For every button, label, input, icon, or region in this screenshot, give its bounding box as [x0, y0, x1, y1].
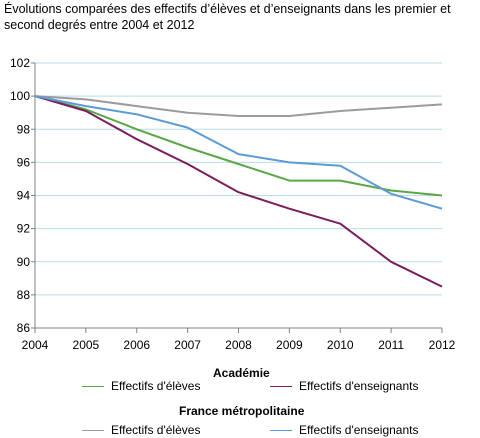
x-tick-label: 2009 — [276, 338, 303, 352]
y-tick-label: 98 — [17, 122, 31, 136]
x-tick-label: 2005 — [73, 338, 100, 352]
x-tick-label: 2006 — [123, 338, 150, 352]
series-line-france-m-tropolitaine-effectifs-d-enseignants — [34, 95, 443, 210]
series-line-acad-mie-effectifs-d-l-ves — [34, 95, 443, 197]
legend-swatch-academie-enseignants — [270, 385, 292, 387]
legend-item-academie-eleves: Effectifs d'élèves — [82, 379, 200, 393]
chart-title: Évolutions comparées des effectifs d’élè… — [4, 1, 480, 33]
series-line-acad-mie-effectifs-d-enseignants — [34, 95, 443, 288]
x-tick-label: 2004 — [22, 338, 49, 352]
legend-label-france-enseignants: Effectifs d'enseignants — [299, 423, 419, 437]
y-tick-label: 102 — [10, 56, 30, 70]
legend-heading-france: France métropolitaine — [179, 404, 305, 418]
legend-label-france-eleves: Effectifs d'élèves — [111, 423, 201, 437]
chart-title-line-1: Évolutions comparées des effectifs d’élè… — [4, 2, 451, 16]
y-tick-label: 86 — [17, 321, 31, 335]
x-tick-label: 2007 — [174, 338, 201, 352]
legend-item-france-enseignants: Effectifs d'enseignants — [270, 423, 418, 437]
x-tick-label: 2012 — [429, 338, 456, 352]
legend-label-academie-eleves: Effectifs d'élèves — [111, 379, 201, 393]
x-tick-label: 2010 — [327, 338, 354, 352]
line-chart: 86 88 90 92 94 96 98 100 102 2004 2005 2006 2007 2008… — [10, 56, 456, 352]
y-tick-label: 94 — [17, 189, 31, 203]
y-tick-label: 88 — [17, 288, 31, 302]
y-tick-label: 100 — [10, 89, 30, 103]
y-tick-label: 90 — [17, 255, 31, 269]
y-tick-label: 92 — [17, 222, 31, 236]
legend-item-academie-enseignants: Effectifs d'enseignants — [270, 379, 418, 393]
y-tick-label: 96 — [17, 155, 31, 169]
legend-swatch-france-eleves — [82, 429, 104, 431]
series-line-france-m-tropolitaine-effectifs-d-l-ves — [34, 95, 443, 117]
legend-swatch-france-enseignants — [270, 429, 292, 431]
legend-item-france-eleves: Effectifs d'élèves — [82, 423, 200, 437]
chart-title-line-2: second degrés entre 2004 et 2012 — [4, 18, 195, 32]
x-tick-label: 2011 — [378, 338, 404, 352]
legend-label-academie-enseignants: Effectifs d'enseignants — [299, 379, 419, 393]
legend-heading-academie: Académie — [213, 366, 270, 380]
legend-swatch-academie-eleves — [82, 385, 104, 387]
x-tick-label: 2008 — [225, 338, 252, 352]
